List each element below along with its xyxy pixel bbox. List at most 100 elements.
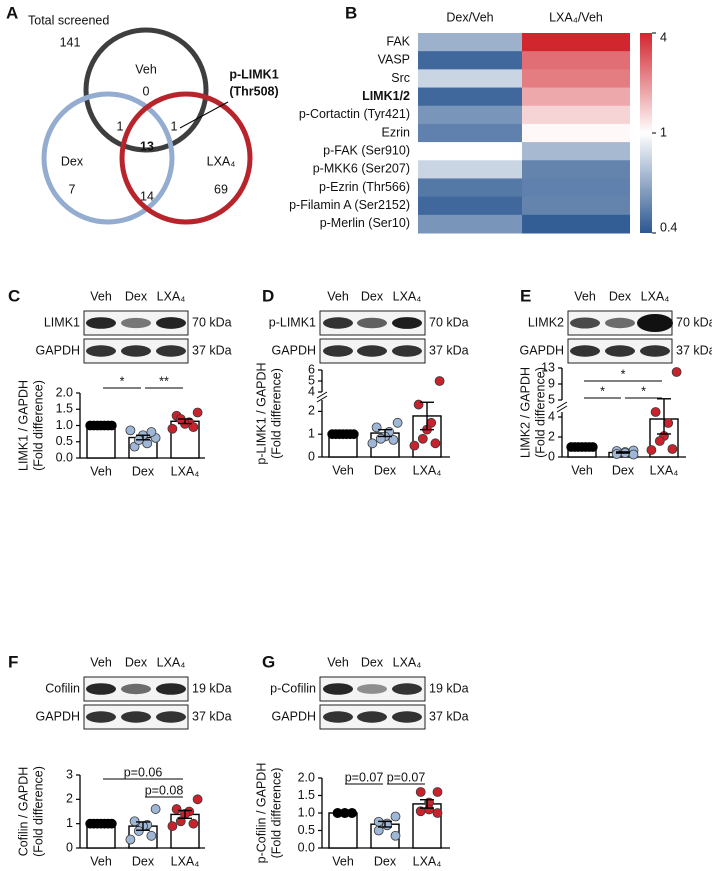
blot-band — [86, 683, 116, 695]
y-tick-label: 3 — [66, 767, 73, 781]
heatmap-cell — [522, 51, 630, 70]
venn-total-label: Total screened — [28, 13, 109, 27]
venn-count: 1 — [117, 119, 124, 133]
blot-band — [357, 345, 387, 357]
lane-label: Veh — [90, 289, 112, 303]
lane-label: Veh — [327, 655, 349, 669]
venn-callout: (Thr508) — [229, 84, 278, 98]
blot-band — [392, 317, 422, 329]
y-tick-label: 1.0 — [298, 805, 315, 819]
blot-band — [570, 317, 600, 329]
data-point — [188, 422, 199, 433]
data-point — [409, 440, 420, 451]
y-axis-label: (Fold difference) — [31, 380, 45, 471]
blot-band — [357, 711, 387, 723]
data-point — [129, 816, 140, 827]
heatmap-cell — [418, 123, 522, 143]
blot-band — [156, 711, 186, 723]
blot-protein: GAPDH — [36, 343, 80, 357]
panel-label: F — [8, 652, 18, 671]
venn-count: 0 — [143, 84, 150, 98]
blot-protein: p-LIMK1 — [269, 315, 316, 329]
colorbar-tick-label: 4 — [660, 30, 667, 44]
significance-label: * — [600, 384, 605, 398]
significance-label: p=0.07 — [387, 770, 426, 784]
blot-band — [392, 711, 422, 723]
data-point — [628, 449, 639, 460]
row-label: p-FAK (Ser910) — [323, 143, 410, 157]
colorbar-tick-label: 0.4 — [660, 220, 677, 234]
data-point — [415, 787, 426, 797]
data-point — [654, 436, 665, 446]
blot-size: 19 kDa — [192, 681, 232, 695]
significance-label: p=0.07 — [345, 770, 384, 784]
heatmap-cell — [418, 196, 522, 216]
x-tick-label: LXA₄ — [650, 463, 679, 477]
venn-callout: p-LIMK1 — [229, 67, 278, 81]
data-point — [146, 427, 157, 437]
heatmap-cell — [522, 160, 630, 179]
venn-total: 141 — [60, 35, 81, 49]
data-point — [413, 399, 424, 410]
blot-size: 70 kDa — [192, 315, 232, 329]
significance-label: * — [120, 374, 125, 388]
blot-protein: GAPDH — [272, 343, 316, 357]
bar — [328, 812, 358, 849]
y-axis-label: p-Cofilin / GAPDH — [254, 763, 268, 864]
y-tick-label: 2.0 — [56, 385, 73, 399]
x-tick-label: Veh — [90, 854, 112, 868]
blot-band — [156, 345, 186, 357]
y-tick-label: 9 — [548, 376, 555, 390]
x-tick-label: LXA₄ — [413, 854, 442, 868]
y-tick-label: 0 — [66, 840, 73, 854]
data-point — [125, 834, 136, 845]
y-tick-label: 0 — [308, 449, 315, 463]
venn-count: 13 — [140, 139, 154, 153]
y-axis-label: (Fold difference) — [269, 368, 283, 459]
blot-protein: p-Cofilin — [270, 681, 316, 695]
row-label: VASP — [378, 53, 410, 67]
heatmap-cell — [418, 51, 522, 70]
lane-label: Veh — [90, 655, 112, 669]
data-point — [192, 407, 203, 418]
bar — [86, 424, 116, 459]
callout-line — [179, 101, 229, 129]
data-point — [611, 449, 622, 459]
data-point — [390, 830, 401, 841]
heatmap-cell — [418, 160, 522, 179]
lane-label: LXA₄ — [641, 289, 670, 303]
blot-size: 19 kDa — [429, 681, 469, 695]
venn-count: 14 — [140, 189, 154, 203]
row-label: p-MKK6 (Ser207) — [313, 162, 410, 176]
x-tick-label: Veh — [90, 464, 112, 478]
venn-circle — [119, 91, 253, 225]
venn-count: 7 — [69, 182, 76, 196]
data-point — [388, 434, 399, 445]
data-point — [345, 429, 356, 440]
row-label: LIMK1/2 — [362, 89, 410, 103]
data-point — [327, 429, 338, 440]
heatmap-cell — [418, 105, 522, 125]
blot-protein: GAPDH — [520, 343, 564, 357]
venn-set-name: LXA₄ — [207, 154, 236, 168]
panel-label: B — [345, 3, 357, 22]
y-tick-label: 2.0 — [298, 770, 315, 784]
y-tick-label: 6 — [308, 362, 315, 376]
row-label: p-Cortactin (Tyr421) — [299, 107, 410, 121]
blot-band — [121, 317, 151, 329]
data-point — [392, 417, 403, 428]
y-axis-label: (Fold difference) — [31, 766, 45, 857]
y-tick-label: 2 — [308, 404, 315, 418]
blot-size: 70 kDa — [429, 315, 469, 329]
y-tick-label: 0.5 — [56, 434, 73, 448]
data-point — [650, 407, 661, 417]
lane-label: LXA₄ — [393, 289, 422, 303]
y-tick-label: 0.5 — [298, 823, 315, 837]
row-label: Src — [391, 71, 410, 85]
heatmap-cell — [522, 123, 630, 143]
blot-protein: Cofilin — [45, 681, 80, 695]
venn-set-name: Veh — [135, 62, 157, 76]
blot-size: 37 kDa — [192, 343, 232, 357]
data-point — [103, 420, 114, 431]
data-point — [188, 818, 199, 829]
